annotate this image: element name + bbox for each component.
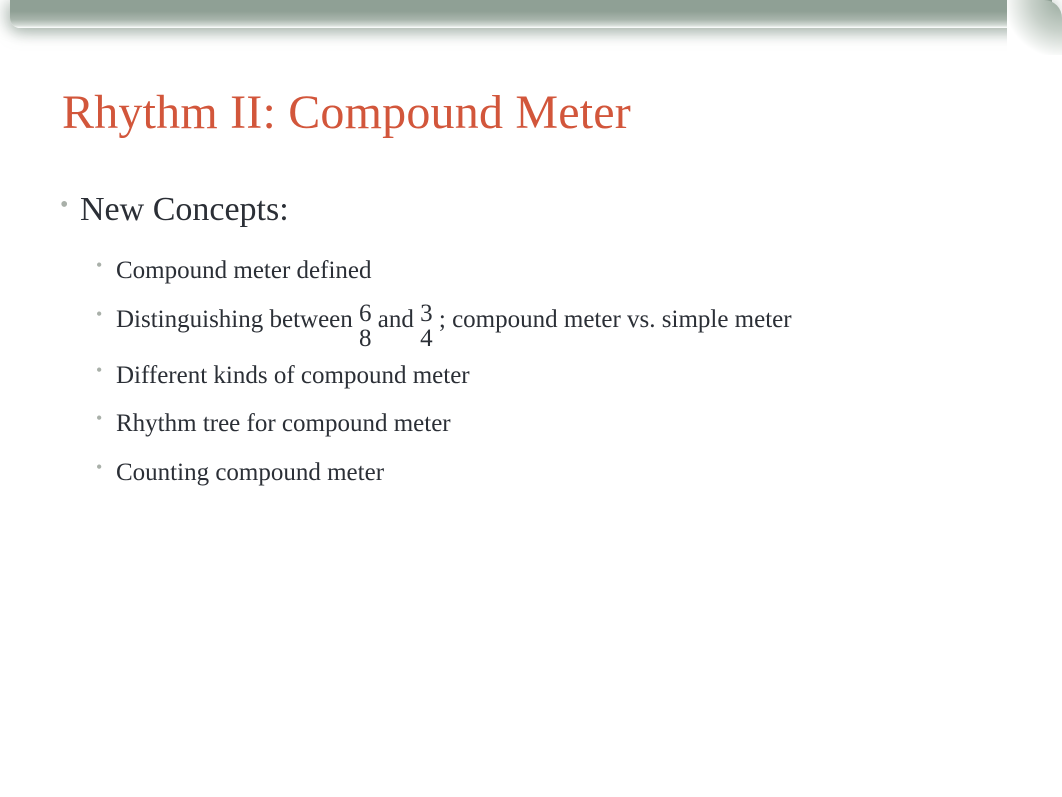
time-sig-bottom: 8 (359, 326, 372, 351)
list-item: Rhythm tree for compound meter (116, 403, 1022, 446)
time-signature: 3 4 (420, 301, 433, 351)
slide-content: Rhythm II: Compound Meter New Concepts: … (62, 85, 1022, 510)
list-item-label: Rhythm tree for compound meter (116, 410, 451, 437)
time-sig-bottom: 4 (420, 326, 433, 351)
time-signature: 6 8 (359, 301, 372, 351)
time-sig-top: 3 (420, 301, 433, 326)
list-item-label: New Concepts: (80, 191, 289, 228)
list-item-label: Different kinds of compound meter (116, 362, 470, 389)
slide-top-accent-bar (10, 0, 1052, 28)
list-item-label: Compound meter defined (116, 257, 372, 284)
bullet-list-level1: New Concepts: Compound meter defined Dis… (62, 188, 1022, 494)
list-item-label: Distinguishing between 6 8 and 3 4 ; com… (116, 299, 1022, 349)
slide-title: Rhythm II: Compound Meter (62, 85, 1022, 140)
time-sig-top: 6 (359, 301, 372, 326)
text-segment: and (378, 299, 414, 342)
list-item: New Concepts: Compound meter defined Dis… (80, 188, 1022, 494)
list-item: Compound meter defined (116, 250, 1022, 293)
text-segment: ; compound meter vs. simple meter (439, 299, 792, 342)
list-item: Counting compound meter (116, 452, 1022, 495)
list-item: Different kinds of compound meter (116, 355, 1022, 398)
list-item-label: Counting compound meter (116, 459, 384, 486)
text-segment: Distinguishing between (116, 299, 353, 342)
slide-corner-accent (1007, 0, 1062, 55)
bullet-list-level2: Compound meter defined Distinguishing be… (80, 250, 1022, 494)
list-item: Distinguishing between 6 8 and 3 4 ; com… (116, 299, 1022, 349)
